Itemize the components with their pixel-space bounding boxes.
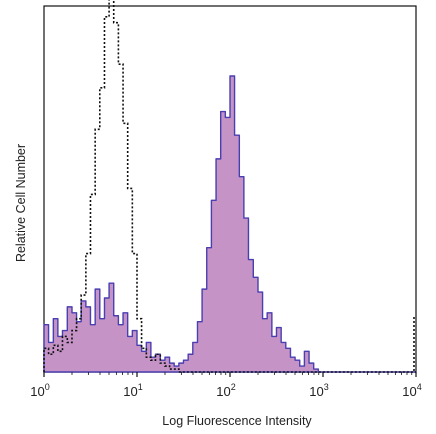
plot-area xyxy=(43,0,417,373)
stained-histogram xyxy=(43,75,417,373)
x-tick-label: 102 xyxy=(216,382,235,399)
x-tick-label: 104 xyxy=(402,382,421,399)
x-axis: 100 101 102 103 104 xyxy=(30,372,422,399)
x-tick-label: 100 xyxy=(30,382,49,399)
y-axis-title: Relative Cell Number xyxy=(14,144,28,262)
x-axis-title: Log Fluorescence Intensity xyxy=(162,414,312,428)
x-tick-label: 101 xyxy=(123,382,142,399)
x-tick-label: 103 xyxy=(309,382,328,399)
